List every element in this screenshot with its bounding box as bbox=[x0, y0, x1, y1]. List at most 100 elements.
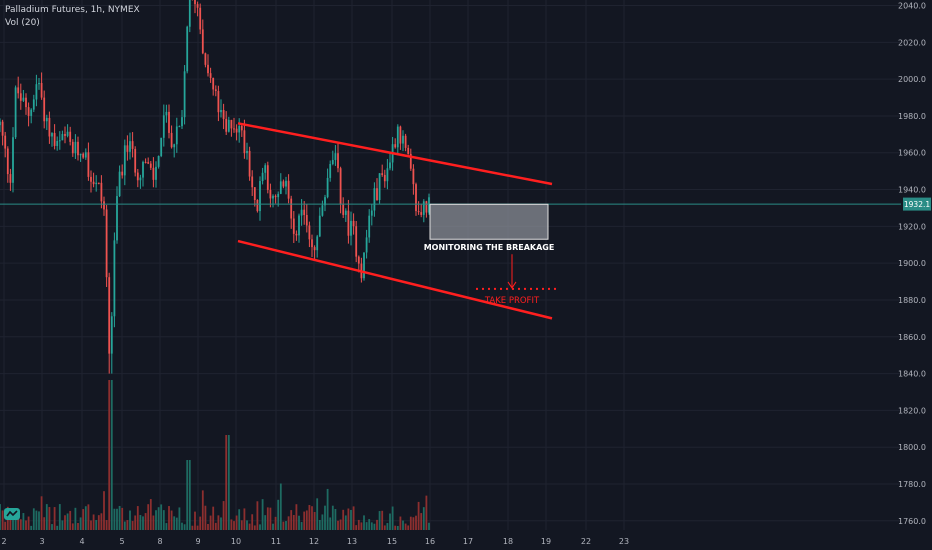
symbol-title: Palladium Futures, 1h, NYMEX bbox=[5, 5, 140, 15]
candle-body bbox=[324, 197, 326, 206]
price-tick-label: 2040.0 bbox=[898, 2, 926, 11]
volume-bar bbox=[305, 510, 308, 530]
volume-bar bbox=[71, 523, 74, 530]
candle-body bbox=[90, 176, 92, 182]
volume-bar bbox=[105, 520, 108, 530]
volume-bar bbox=[131, 521, 134, 530]
volume-bar bbox=[227, 435, 230, 530]
candle-body bbox=[409, 153, 412, 169]
volume-bar bbox=[196, 525, 199, 530]
candle-body bbox=[186, 26, 189, 72]
time-axis[interactable] bbox=[0, 530, 932, 550]
candle-body bbox=[126, 145, 129, 152]
volume-bar bbox=[324, 505, 326, 530]
candlesticks bbox=[0, 0, 430, 374]
volume-bar bbox=[147, 504, 150, 530]
price-axis-labels: 1760.0 1780.0 1800.0 1820.0 1840.0 1860.0 1880… bbox=[898, 2, 926, 526]
candle-body bbox=[142, 161, 144, 178]
volume-bar bbox=[412, 517, 415, 530]
take-profit-label: TAKE PROFIT bbox=[484, 296, 540, 306]
candle-body bbox=[38, 82, 40, 85]
candle-body bbox=[269, 189, 272, 199]
volume-bar bbox=[290, 510, 293, 530]
candle-body bbox=[261, 172, 264, 182]
price-tick-label: 1960.0 bbox=[898, 149, 926, 158]
volume-bar bbox=[365, 522, 368, 530]
volume-bar bbox=[259, 524, 261, 530]
volume-bar bbox=[357, 519, 360, 530]
price-tick-label: 1900.0 bbox=[898, 259, 926, 268]
volume-bar bbox=[183, 524, 186, 530]
volume-bar bbox=[191, 525, 194, 530]
volume-bar bbox=[407, 525, 410, 530]
candle-body bbox=[53, 133, 56, 146]
candle-body bbox=[337, 153, 339, 169]
volume-bar bbox=[40, 496, 43, 530]
candle-body bbox=[157, 155, 160, 167]
candle-body bbox=[238, 125, 241, 133]
volume-bar bbox=[123, 521, 126, 530]
volume-bar bbox=[103, 491, 105, 530]
tradingview-logo-icon[interactable] bbox=[4, 508, 20, 520]
volume-bar bbox=[66, 513, 69, 530]
volume-bar bbox=[178, 507, 181, 530]
volume-bar bbox=[352, 506, 355, 530]
channel-upper-line bbox=[237, 122, 553, 186]
volume-bar bbox=[173, 516, 176, 530]
candle-body bbox=[155, 166, 157, 180]
volume-bar bbox=[144, 513, 147, 530]
time-tick-label: 8 bbox=[157, 537, 162, 546]
volume-bar bbox=[318, 520, 321, 530]
time-tick-label: 13 bbox=[347, 537, 357, 546]
volume-bar bbox=[329, 517, 332, 530]
volume-bar bbox=[303, 511, 306, 530]
volume-bar bbox=[220, 517, 222, 530]
candle-body bbox=[32, 99, 35, 110]
volume-bar bbox=[212, 506, 215, 530]
candle-body bbox=[196, 4, 199, 8]
candle-body bbox=[207, 64, 209, 74]
candle-body bbox=[56, 141, 59, 146]
candle-body bbox=[19, 93, 22, 101]
volume-bar bbox=[134, 515, 137, 530]
candle-body bbox=[222, 109, 225, 119]
candle-body bbox=[279, 181, 282, 194]
time-tick-label: 16 bbox=[425, 537, 435, 546]
candle-body bbox=[14, 87, 17, 138]
volume-bar bbox=[238, 509, 241, 530]
last-price-badge: 1932.1 bbox=[903, 197, 931, 211]
volume-indicator-label: Vol (20) bbox=[5, 18, 40, 28]
candle-body bbox=[51, 133, 53, 137]
candle-body bbox=[355, 226, 358, 257]
candle-body bbox=[1, 121, 4, 136]
volume-bar bbox=[32, 508, 35, 530]
volume-bar bbox=[316, 498, 319, 530]
candle-body bbox=[373, 188, 376, 211]
candle-body bbox=[97, 182, 100, 184]
volume-bar bbox=[186, 460, 189, 530]
breakage-box-label: MONITORING THE BREAKAGE bbox=[424, 243, 555, 252]
volume-bar bbox=[14, 519, 17, 530]
candle-body bbox=[25, 97, 27, 108]
volume-bar bbox=[269, 507, 272, 530]
price-axis[interactable] bbox=[901, 0, 932, 550]
volume-bar bbox=[386, 523, 389, 530]
time-tick-label: 23 bbox=[619, 537, 629, 546]
grid-lines bbox=[0, 0, 900, 530]
candle-body bbox=[272, 195, 274, 199]
volume-bar bbox=[207, 523, 209, 530]
volume-bar bbox=[90, 520, 92, 530]
candle-body bbox=[277, 193, 280, 198]
volume-bar bbox=[139, 515, 142, 530]
candle-body bbox=[225, 118, 228, 132]
time-tick-label: 12 bbox=[309, 537, 319, 546]
candle-body bbox=[235, 128, 238, 133]
candle-body bbox=[389, 162, 391, 169]
volume-bar bbox=[373, 523, 376, 530]
volume-bar bbox=[43, 517, 46, 530]
volume-bar bbox=[350, 509, 352, 530]
volume-bar bbox=[425, 495, 428, 530]
volume-bar bbox=[298, 515, 300, 530]
